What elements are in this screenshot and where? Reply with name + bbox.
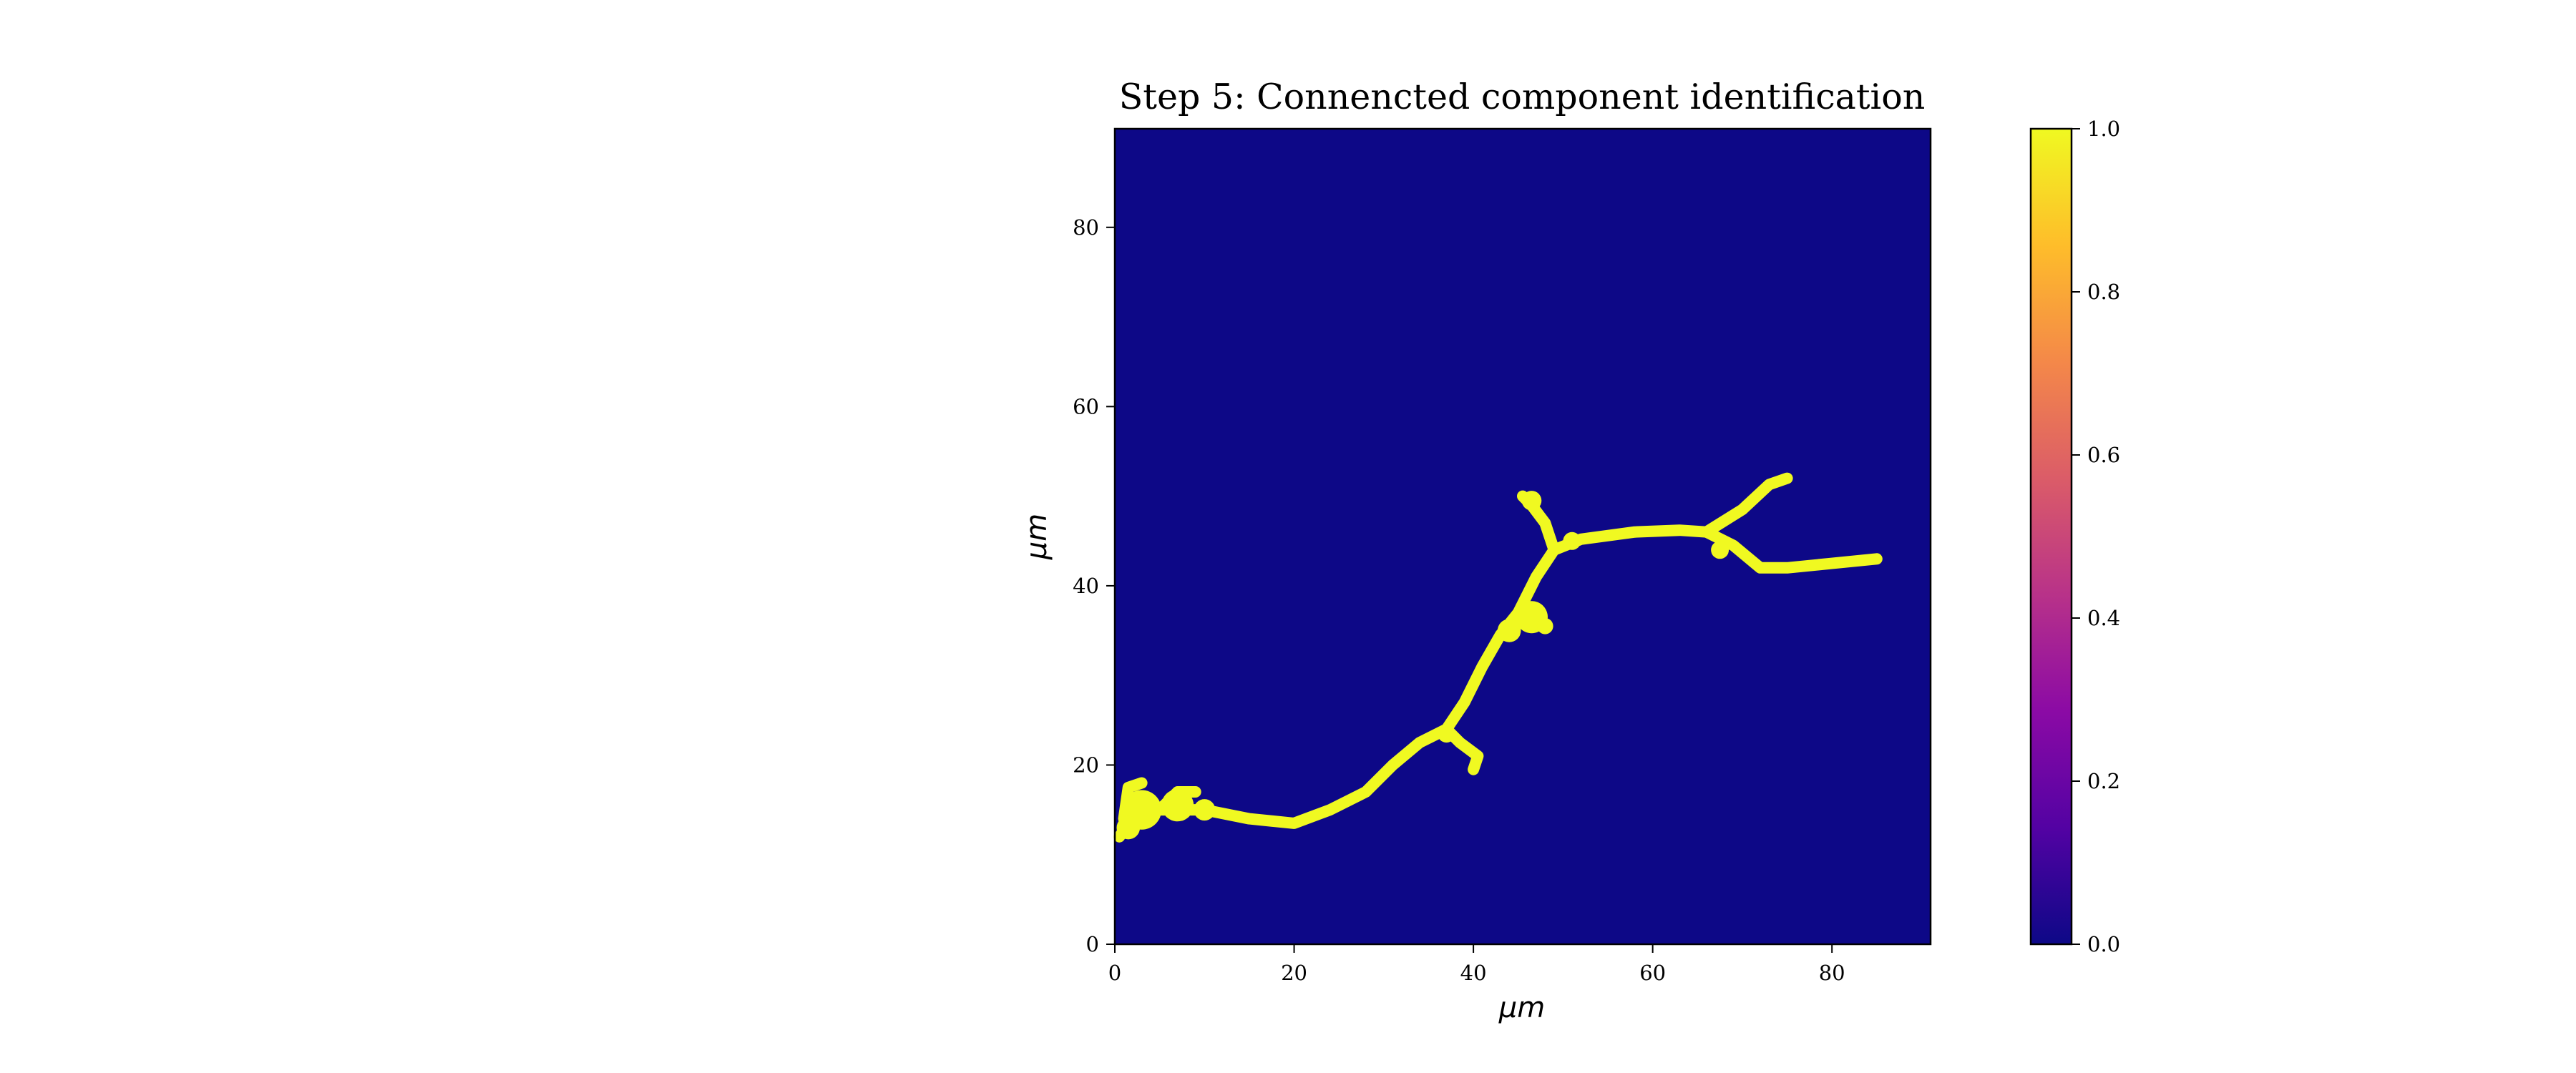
- y-tick-label: 20: [1073, 753, 1099, 777]
- heatmap-plot: [1113, 127, 1932, 946]
- y-tick-label: 40: [1073, 574, 1099, 598]
- component-soma-left-d: [1194, 799, 1216, 821]
- component-right-branch: [1700, 526, 1883, 574]
- colorbar-gradient: [2031, 129, 2072, 944]
- x-tick-label: 0: [1108, 961, 1121, 985]
- colorbar-tick-label: 0.8: [2087, 280, 2120, 304]
- colorbar-frame: [2029, 127, 2073, 946]
- y-tick-label: 60: [1073, 394, 1099, 418]
- colorbar-tick-label: 1.0: [2087, 117, 2120, 141]
- component-main-trunk: [1113, 472, 1793, 843]
- x-tick-label: 60: [1639, 961, 1666, 985]
- colorbar-tick-label: 0.6: [2087, 443, 2120, 467]
- y-axis-label: μm: [1020, 514, 1053, 560]
- component-soma-left-b: [1161, 789, 1194, 822]
- x-axis: 0 20 40 60 80: [1108, 944, 1845, 985]
- connected-components: [1113, 472, 1883, 843]
- component-blob-top-a: [1521, 491, 1542, 511]
- colorbar-tick-label: 0.2: [2087, 769, 2120, 793]
- y-axis: 0 20 40 60 80: [1073, 215, 1115, 956]
- component-blob-junction: [1563, 531, 1581, 550]
- x-tick-label: 20: [1281, 961, 1307, 985]
- plot-background: [1115, 129, 1931, 944]
- colorbar-tick-label: 0.0: [2087, 932, 2120, 956]
- component-blob-mid-b: [1497, 619, 1521, 642]
- component-blob-right: [1711, 541, 1729, 559]
- x-axis-label: μm: [1498, 991, 1545, 1024]
- colorbar-ticks: 0.0 0.2 0.4 0.6 0.8 1.0: [2072, 117, 2120, 956]
- colorbar: 0.0 0.2 0.4 0.6 0.8 1.0: [2029, 117, 2120, 956]
- x-tick-label: 40: [1460, 961, 1487, 985]
- y-tick-label: 0: [1086, 932, 1099, 956]
- plot-frame: [1113, 127, 1932, 946]
- component-blob-mid-c: [1537, 618, 1553, 635]
- x-tick-label: 80: [1819, 961, 1845, 985]
- component-soma-left-c: [1116, 815, 1141, 840]
- colorbar-tick-label: 0.4: [2087, 606, 2120, 630]
- component-blob-hook: [1438, 725, 1455, 743]
- y-tick-label: 80: [1073, 215, 1099, 240]
- chart-title: Step 5: Connencted component identificat…: [1119, 77, 1926, 117]
